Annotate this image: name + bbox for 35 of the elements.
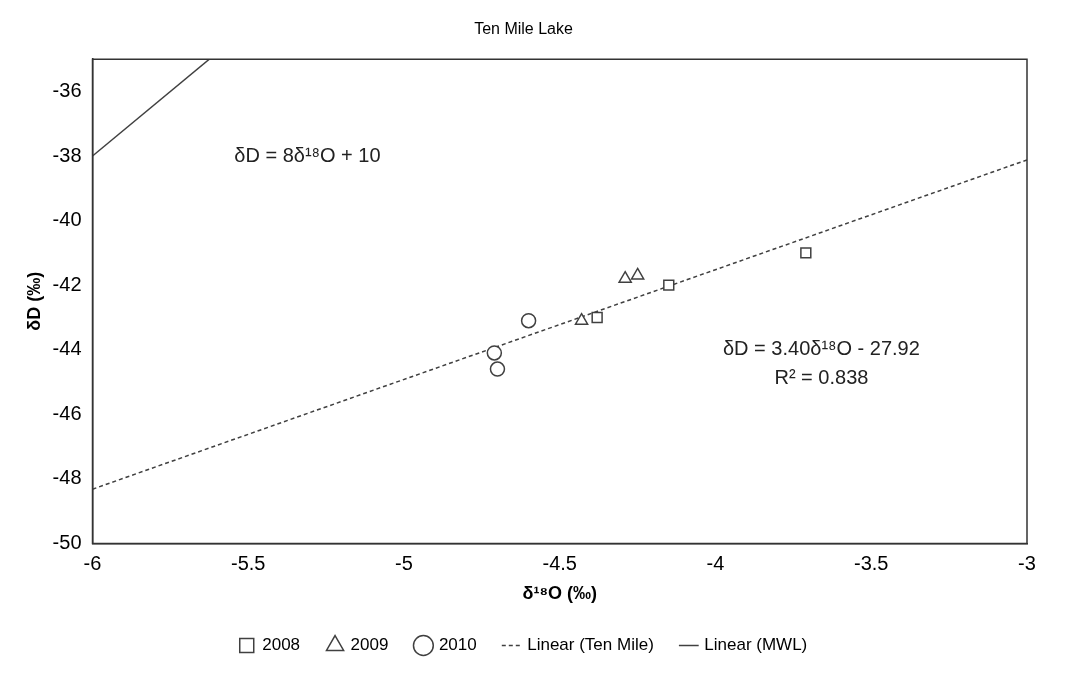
point: [486, 345, 503, 361]
point: [489, 361, 506, 377]
y-tick-label: -42: [52, 272, 82, 295]
x-tick-label: -4: [706, 551, 725, 574]
chart-title: Ten Mile Lake: [474, 20, 573, 38]
y-tick-label: -44: [52, 337, 82, 360]
legend-label: Linear (MWL): [704, 635, 808, 655]
y-tick-label: -38: [52, 143, 82, 166]
legend-label: Linear (Ten Mile): [527, 635, 654, 655]
x-axis-title: δ¹⁸O (‰): [522, 583, 597, 604]
legend-label: 2008: [262, 635, 301, 655]
y-tick-label: -46: [52, 401, 82, 424]
y-tick-label: -40: [52, 208, 82, 231]
legend-label: 2010: [438, 635, 477, 655]
y-tick-label: -36: [52, 79, 82, 101]
x-tick-label: -5.5: [231, 551, 266, 574]
point: [520, 312, 537, 329]
x-tick-label: -6: [83, 551, 102, 574]
point: [663, 279, 675, 291]
annotation: δD = 3.40δ¹⁸O - 27.92: [722, 337, 920, 360]
legend-label: 2009: [350, 635, 389, 655]
y-axis-title: δD (‰): [23, 271, 44, 331]
x-tick-label: -5: [395, 551, 413, 574]
point: [800, 247, 812, 259]
x-tick-label: -3.5: [854, 551, 889, 574]
point: [591, 311, 603, 324]
y-tick-label: -50: [52, 530, 82, 553]
x-tick-label: -3: [1018, 551, 1036, 574]
point: [618, 270, 632, 283]
point: [574, 312, 589, 325]
annotation: δD = 8δ¹⁸O + 10: [234, 143, 381, 166]
point: [630, 267, 645, 280]
annotation: R² = 0.838: [774, 366, 869, 389]
y-tick-label: -48: [52, 466, 82, 489]
x-tick-label: -4.5: [542, 551, 577, 574]
